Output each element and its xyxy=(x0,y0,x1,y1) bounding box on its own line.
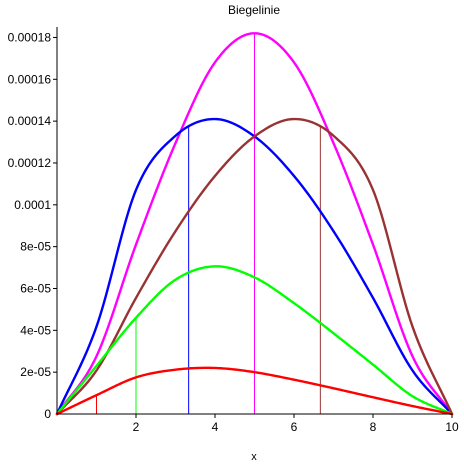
deflection-curves xyxy=(55,32,454,416)
deflection-curve-2 xyxy=(55,117,454,416)
load-marker-lines xyxy=(96,33,321,414)
y-ticks: 2e-05 4e-05 6e-05 8e-05 0.0001 0.00012 0.00014… xyxy=(8,30,57,379)
y-tick-label: 0.00012 xyxy=(8,156,52,170)
x-tick-label: 4 xyxy=(212,420,219,434)
y-tick-label: 0.0001 xyxy=(14,198,51,212)
y-tick-label: 0.00016 xyxy=(8,72,52,86)
y-tick-label: 8e-05 xyxy=(20,240,51,254)
x-tick-label: 8 xyxy=(370,420,377,434)
y-tick-label: 4e-05 xyxy=(20,323,51,337)
y-tick-label: 0.00014 xyxy=(8,114,52,128)
x-tick-label: 10 xyxy=(445,420,459,434)
y-tick-label: 2e-05 xyxy=(20,365,51,379)
x-ticks: 0 2 4 6 8 10 xyxy=(44,407,459,434)
x-tick-label: 0 xyxy=(44,407,51,421)
chart-title: Biegelinie xyxy=(228,3,280,17)
x-tick-label: 6 xyxy=(291,420,298,434)
x-tick-label: 2 xyxy=(133,420,140,434)
deflection-curve-4 xyxy=(55,366,454,416)
deflection-curve-3 xyxy=(55,265,454,416)
y-tick-label: 6e-05 xyxy=(20,281,51,295)
deflection-curve-0 xyxy=(55,32,454,416)
x-axis-label: x xyxy=(251,451,257,463)
y-tick-label: 0.00018 xyxy=(8,30,52,44)
